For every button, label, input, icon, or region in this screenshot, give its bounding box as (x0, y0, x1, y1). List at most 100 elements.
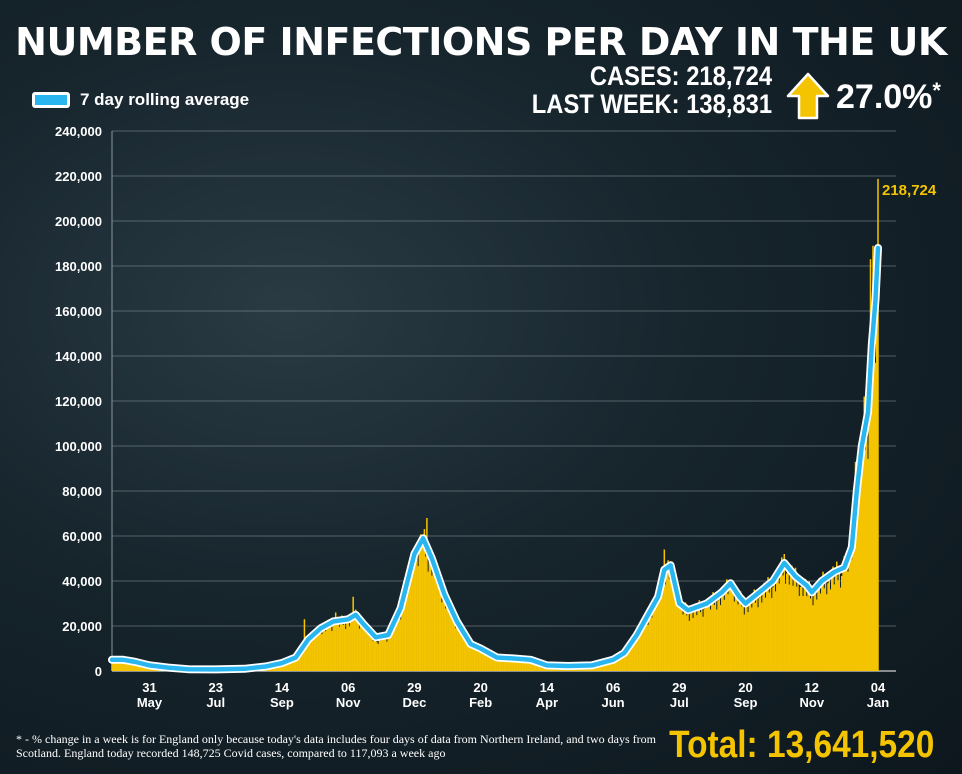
case-bar (697, 607, 699, 671)
case-bar (309, 635, 312, 671)
case-bar (127, 660, 129, 671)
case-bar (613, 660, 616, 671)
case-bar (389, 635, 392, 671)
latest-value-label: 218,724 (882, 182, 937, 199)
case-bar (319, 626, 322, 671)
case-bar (298, 652, 301, 671)
case-bar (517, 660, 519, 671)
case-bar (353, 616, 356, 671)
case-bar (318, 632, 321, 671)
last-week-line: LAST WEEK: 138,831 (531, 89, 772, 119)
case-bar (532, 660, 534, 671)
case-bar (833, 584, 836, 671)
case-bar (712, 592, 714, 671)
case-bar (408, 575, 411, 671)
case-bar (476, 649, 478, 671)
y-tick-label: 0 (95, 664, 102, 679)
case-bar (618, 655, 621, 671)
case-bar (392, 621, 394, 671)
case-bar (428, 561, 431, 671)
case-bar (377, 644, 379, 671)
case-bar (362, 621, 364, 671)
case-bar (431, 575, 433, 671)
case-bar (671, 561, 673, 671)
case-bar (357, 617, 359, 671)
case-bar (713, 605, 716, 671)
case-bar (314, 636, 317, 671)
case-bar (743, 614, 746, 671)
case-bar (409, 559, 412, 671)
case-bar (846, 553, 848, 671)
case-bar (512, 657, 514, 671)
case-bar (763, 582, 766, 671)
case-bar (614, 658, 617, 671)
case-bar (516, 657, 518, 671)
case-bar (499, 659, 502, 671)
case-bar (749, 594, 752, 671)
case-bar (689, 613, 692, 671)
case-bar (354, 609, 357, 671)
case-bar (794, 567, 797, 671)
up-arrow-icon (786, 72, 830, 120)
case-bar (523, 661, 526, 671)
case-bar (623, 655, 626, 671)
case-bar (608, 660, 611, 671)
case-bar (798, 595, 801, 671)
x-tick-day: 31 (142, 680, 156, 695)
case-bar (363, 627, 366, 671)
case-bar (841, 575, 843, 671)
percent-change-value: 27.0% (836, 78, 933, 116)
case-bar (469, 645, 472, 671)
case-bar (627, 650, 629, 671)
case-bar (468, 647, 471, 671)
case-bar (396, 610, 398, 671)
case-bar (719, 605, 722, 671)
case-bar (411, 574, 413, 671)
case-bar (433, 558, 436, 671)
case-bar (533, 660, 536, 671)
case-bar (386, 641, 388, 671)
case-bar (747, 612, 749, 671)
case-bar (733, 601, 736, 671)
case-bar (799, 586, 802, 671)
case-bar (732, 583, 734, 671)
case-bar (293, 659, 296, 671)
case-bar (288, 659, 291, 671)
case-bar (527, 661, 529, 671)
case-bar (701, 604, 703, 671)
case-bar (744, 603, 747, 671)
case-bar (296, 654, 298, 671)
case-bar (728, 583, 731, 671)
case-bar (486, 654, 488, 671)
case-bar (536, 661, 538, 671)
case-bar (349, 620, 352, 671)
case-bar (718, 591, 721, 671)
case-bar (437, 567, 439, 671)
case-bar (136, 663, 138, 671)
case-bar (676, 598, 678, 671)
case-bar (772, 587, 774, 671)
case-bar (381, 636, 383, 671)
case-bar (347, 617, 349, 671)
y-tick-label: 180,000 (55, 259, 102, 274)
case-bar (776, 579, 778, 671)
case-bar (604, 661, 607, 671)
case-bar (808, 581, 811, 671)
x-tick-day: 14 (275, 680, 290, 695)
case-bar (814, 584, 817, 671)
case-bar (714, 596, 717, 671)
case-bar (817, 588, 819, 671)
case-bar (768, 592, 771, 671)
case-bar (337, 617, 339, 671)
case-bar (114, 661, 117, 671)
x-tick-month: Jan (867, 695, 889, 710)
percent-change-mark: * (932, 78, 941, 103)
case-bar (494, 656, 497, 671)
case-bar (346, 623, 348, 671)
case-bar (848, 555, 851, 671)
case-bar (866, 416, 868, 671)
case-bar (737, 604, 739, 671)
case-bar (616, 656, 618, 671)
case-bar (804, 578, 807, 671)
case-bar (723, 599, 726, 671)
